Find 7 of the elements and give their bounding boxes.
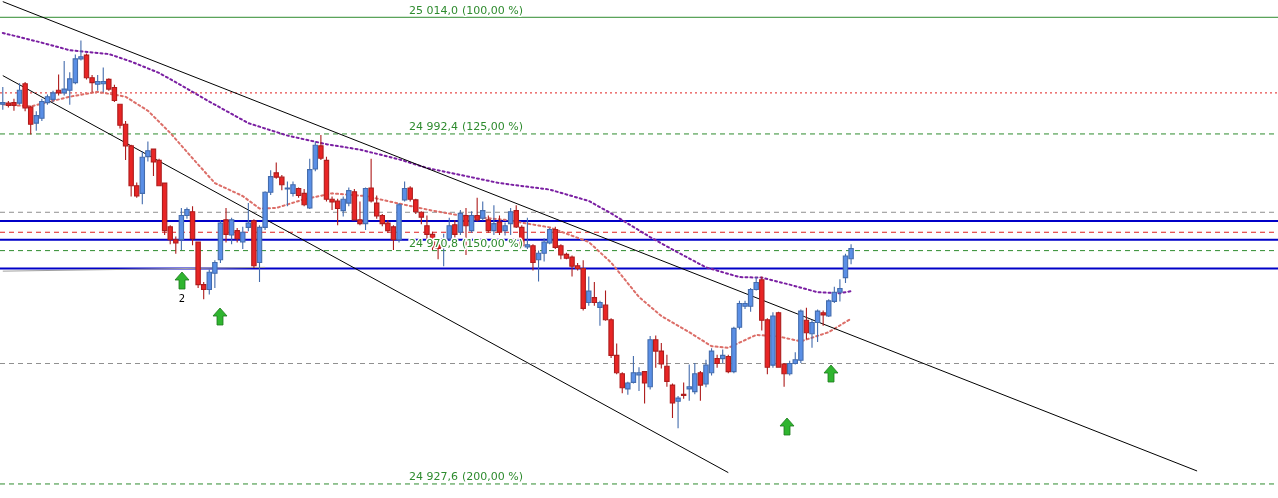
- y-tick-label: 24 927,6: [409, 470, 459, 484]
- annotation: (200,00 %): [462, 470, 524, 484]
- annotation: (100,00 %): [462, 3, 524, 17]
- annotation: (125,00 %): [462, 120, 524, 134]
- annotation: 2: [178, 293, 186, 304]
- y-tick-label: 24 992,4: [409, 120, 459, 134]
- y-tick-label: 25 014,0: [409, 3, 459, 17]
